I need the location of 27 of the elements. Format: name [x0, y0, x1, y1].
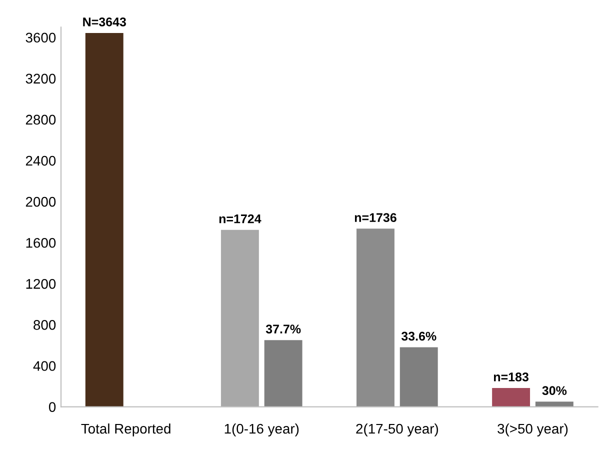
y-tick-label: 1600 [26, 238, 56, 248]
annotation: 33.6% [401, 332, 436, 341]
y-tick-label: 2400 [26, 156, 56, 166]
y-tick-label: 0 [48, 402, 56, 412]
y-tick-label: 1200 [26, 278, 56, 289]
bar [356, 228, 394, 407]
y-tick-label: 800 [34, 320, 56, 330]
x-tick-label: 2(17-50 year) [356, 423, 438, 436]
x-tick-label: 3(>50 year) [498, 423, 568, 436]
y-tick-label: 400 [33, 361, 56, 371]
y-tick-label: 2800 [26, 114, 56, 125]
bar [400, 347, 438, 407]
annotation: 30% [542, 386, 567, 396]
bar [492, 388, 530, 407]
y-tick-label: 3600 [26, 32, 56, 43]
data-label: n=1736 [354, 213, 396, 222]
data-label: N=3643 [83, 17, 126, 26]
y-tick-label: 3200 [26, 74, 56, 84]
data-label: n=183 [494, 372, 528, 382]
bar [85, 32, 124, 407]
data-label: n=1724 [219, 214, 262, 224]
bar [220, 230, 259, 407]
x-tick-label: 1(0-16 year) [224, 423, 299, 436]
bar [264, 340, 302, 407]
annotation: 37.7% [266, 324, 301, 334]
y-tick-label: 2000 [26, 196, 56, 207]
x-tick-label: Total Reported [81, 423, 170, 436]
